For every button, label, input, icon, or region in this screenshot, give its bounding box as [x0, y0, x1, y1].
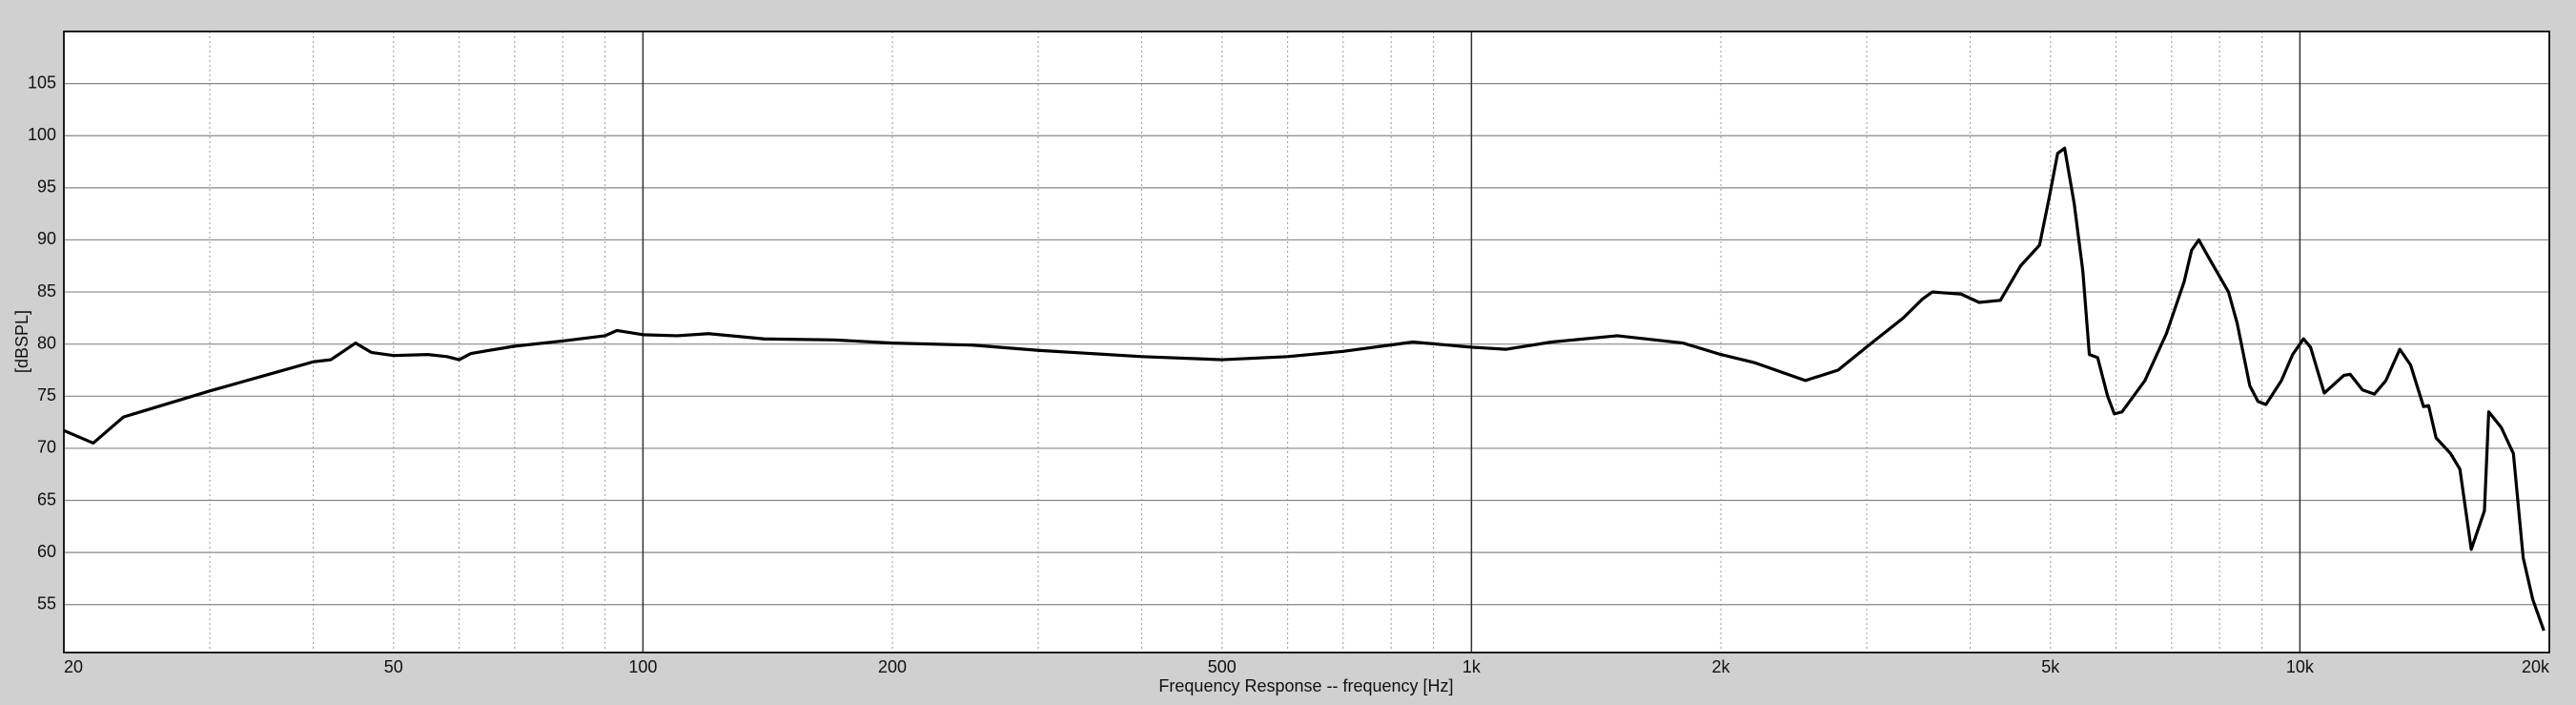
x-tick-label: 20k	[2522, 657, 2550, 676]
y-tick-label: 55	[37, 594, 56, 613]
y-tick-label: 75	[37, 385, 56, 404]
y-tick-label: 65	[37, 489, 56, 508]
y-tick-label: 105	[28, 73, 56, 92]
x-tick-label: 500	[1208, 657, 1237, 676]
x-tick-label: 50	[384, 657, 403, 676]
x-tick-label: 1k	[1462, 657, 1482, 676]
y-tick-label: 85	[37, 281, 56, 301]
response-line	[63, 146, 2545, 632]
y-tick-label: 100	[28, 125, 56, 144]
y-tick-label: 90	[37, 229, 56, 248]
y-tick-label: 70	[37, 438, 56, 457]
x-tick-label: 5k	[2041, 657, 2060, 676]
x-axis-label: Frequency Response -- frequency [Hz]	[1158, 676, 1453, 695]
x-tick-label: 2k	[1711, 657, 1730, 676]
y-tick-label: 80	[37, 333, 56, 352]
y-tick-label: 95	[37, 177, 56, 197]
y-axis-label: [dBSPL]	[12, 310, 31, 373]
x-tick-label: 10k	[2286, 657, 2315, 676]
x-tick-label: 100	[628, 657, 657, 676]
x-tick-label: 200	[878, 657, 907, 676]
x-tick-label: 20	[64, 657, 83, 676]
y-tick-label: 60	[37, 542, 56, 561]
plot-frame	[63, 31, 2550, 653]
plot-area	[63, 31, 2550, 653]
